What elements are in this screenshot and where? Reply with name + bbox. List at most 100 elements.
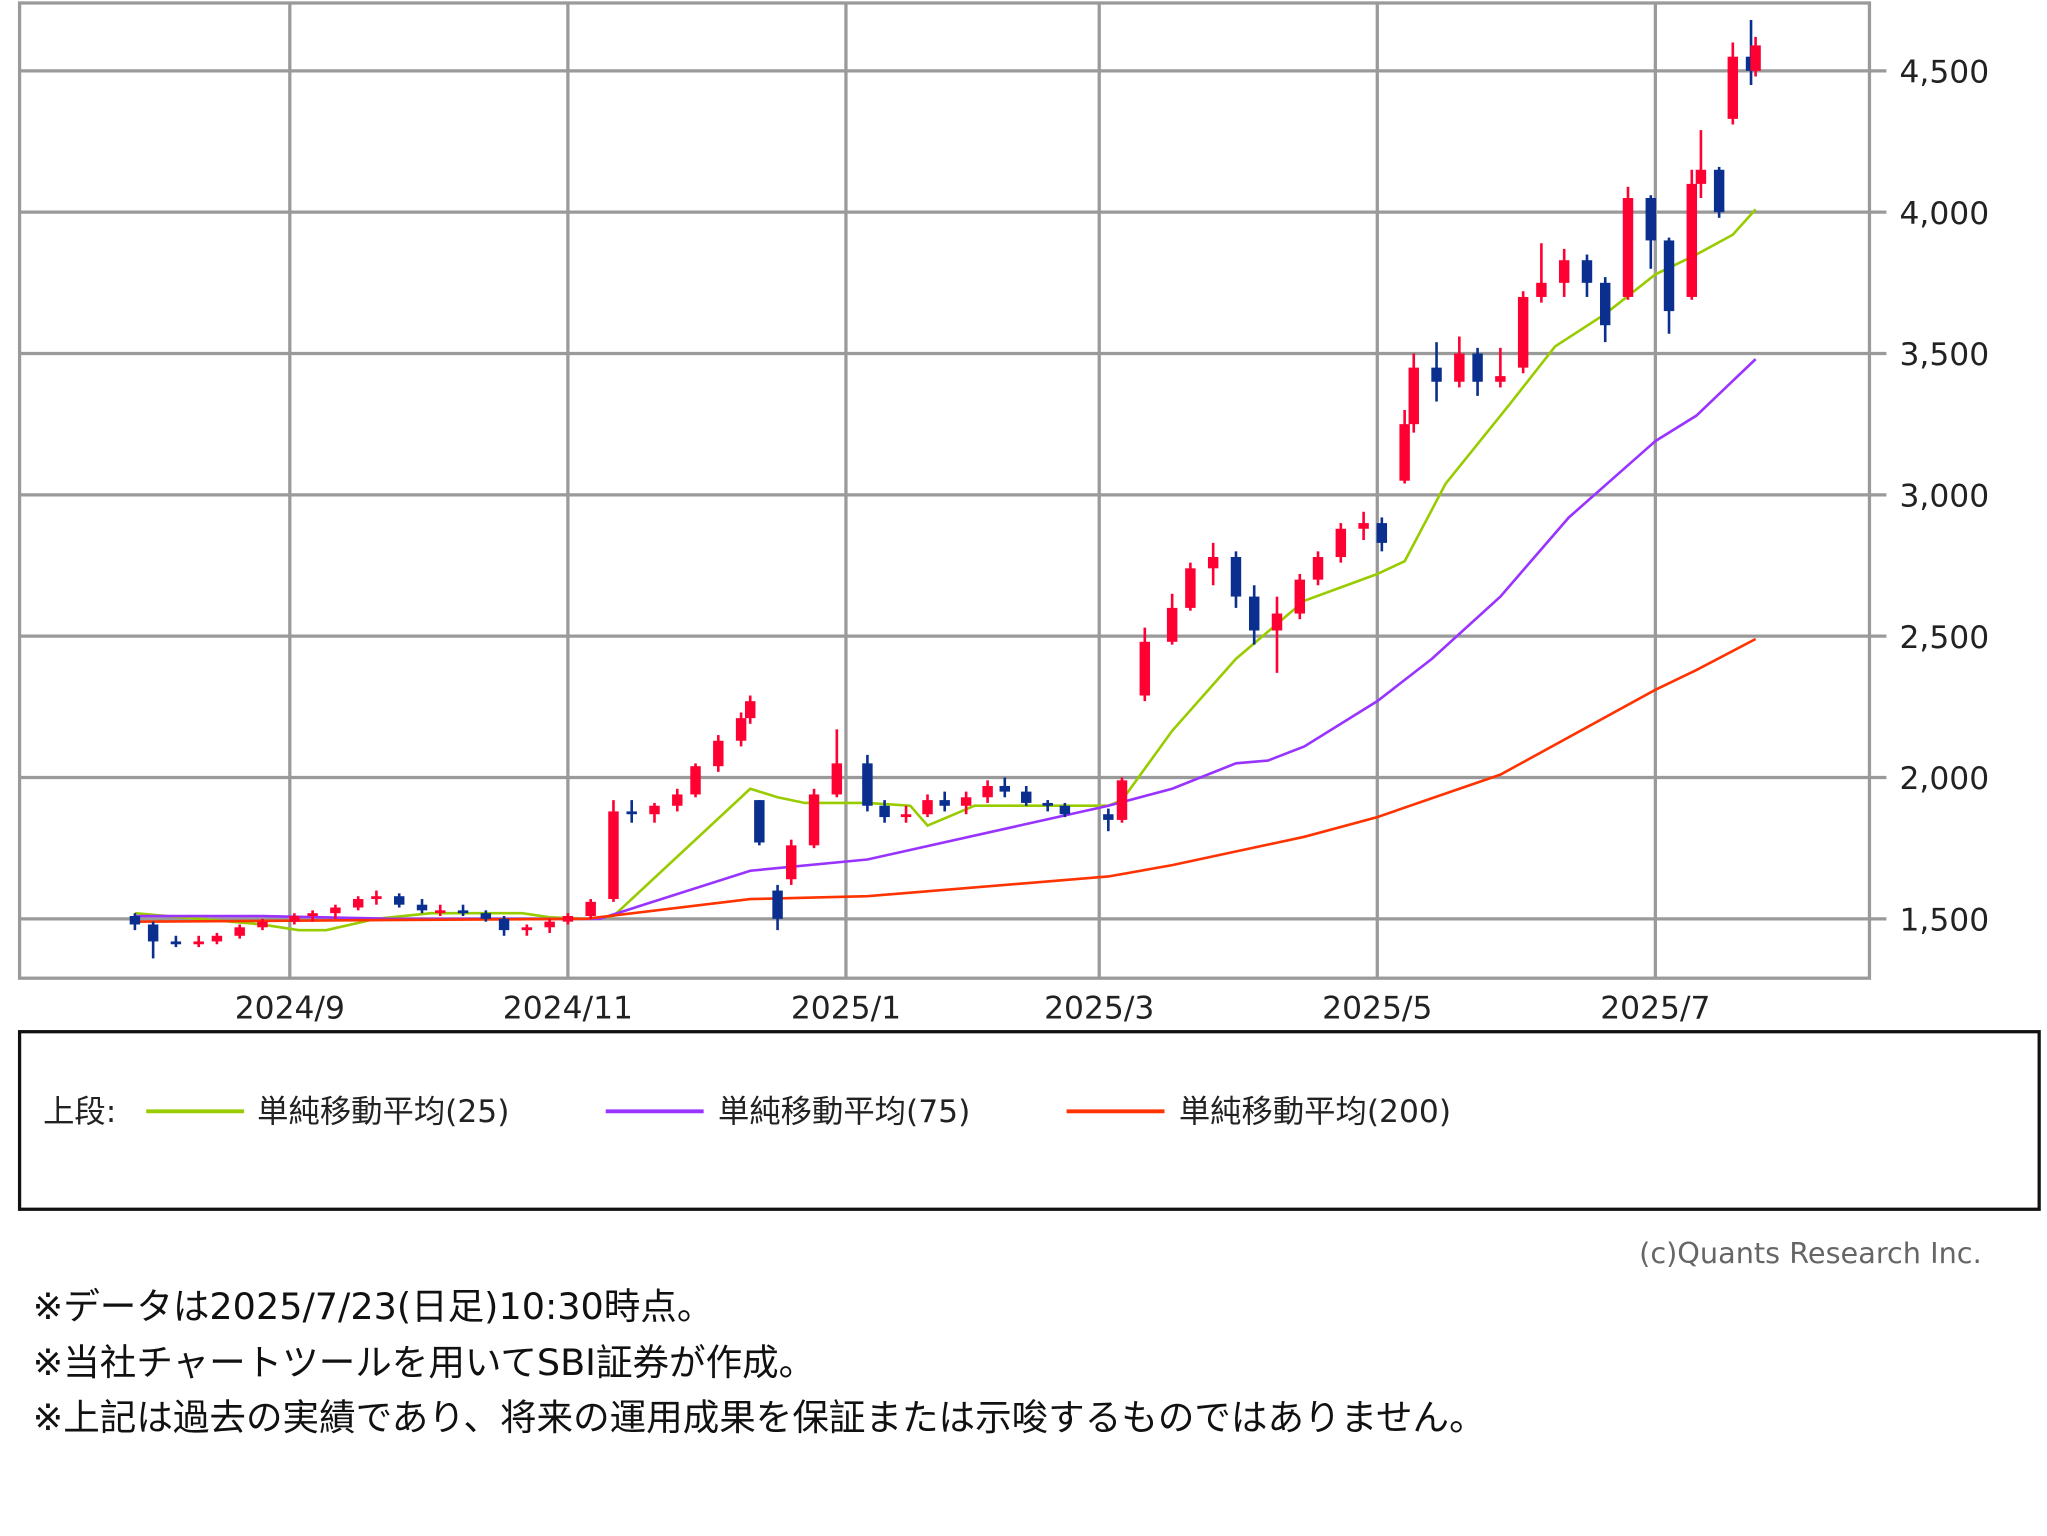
candle-body [1495, 376, 1506, 382]
x-tick-label: 2025/1 [791, 991, 901, 1027]
candle [1663, 237, 1675, 334]
x-tick-label: 2024/11 [503, 991, 633, 1027]
legend-label-ma200: 単純移動平均(200) [1179, 1094, 1451, 1130]
candle [1294, 573, 1306, 620]
candle-body [193, 941, 204, 945]
candle-body [562, 915, 574, 922]
candle [1248, 585, 1260, 645]
candle [521, 924, 533, 936]
candle-body [1139, 641, 1151, 696]
candle [1472, 347, 1483, 396]
candle-body [1599, 282, 1611, 326]
note-disclaimer: ※上記は過去の実績であり、将来の運用成果を保証または示唆するものではありません。 [33, 1396, 1486, 1439]
note-chart-tool: ※当社チャートツールを用いてSBI証券が作成。 [33, 1341, 816, 1384]
candle [649, 802, 660, 823]
candle-body [862, 763, 873, 806]
candle-body [1750, 45, 1761, 71]
candle-body [1103, 814, 1114, 820]
candle [982, 780, 993, 803]
candle-body [170, 941, 182, 945]
candle [498, 915, 510, 936]
candle [1727, 42, 1739, 125]
y-tick-label: 4,000 [1899, 196, 1989, 232]
candle-body [649, 805, 660, 815]
legend-label-ma75: 単純移動平均(75) [718, 1094, 970, 1130]
legend: 上段: 単純移動平均(25) 単純移動平均(75) 単純移動平均(200) [17, 1030, 2041, 1211]
candle-body [772, 890, 783, 919]
candle [257, 918, 268, 931]
candle [211, 932, 223, 945]
candle [1271, 596, 1283, 673]
candle [960, 791, 972, 815]
candle-body [1663, 240, 1675, 312]
candle [147, 921, 159, 959]
copyright: (c)Quants Research Inc. [1639, 1236, 1982, 1270]
candle-body [786, 845, 797, 880]
candle [1750, 36, 1761, 77]
candle [1495, 347, 1506, 388]
x-tick-label: 2024/9 [235, 991, 345, 1027]
candle-body [808, 794, 820, 846]
candle-body [754, 800, 765, 843]
candle [1713, 166, 1725, 218]
candle-body [1312, 557, 1324, 580]
candle [1558, 248, 1570, 297]
candle [1139, 627, 1151, 702]
candle [352, 896, 364, 911]
legend-box [17, 1030, 2041, 1211]
candle-body [147, 924, 159, 942]
candle-body [211, 935, 223, 942]
candle [1335, 523, 1347, 563]
candle [289, 913, 300, 925]
candle-body [1166, 607, 1178, 642]
candle [193, 935, 204, 948]
candle [900, 805, 912, 823]
candle [608, 800, 619, 902]
candle [435, 904, 446, 916]
y-axis: 1,500 2,000 2,500 3,000 3,500 4,000 4,500 [1899, 55, 1989, 939]
candle-body [626, 811, 637, 815]
candle [862, 754, 873, 812]
candle-body [457, 910, 469, 914]
ma-line-0 [134, 208, 1757, 932]
candle [672, 788, 683, 812]
candle [1376, 517, 1388, 552]
candle-body [900, 814, 912, 818]
candle [939, 791, 950, 812]
candle-body [879, 805, 890, 818]
candle-body [960, 797, 972, 806]
candle [393, 893, 405, 908]
candle [922, 794, 933, 818]
candle-body [330, 907, 341, 914]
candle-body [1376, 523, 1388, 543]
candle-body [672, 794, 683, 806]
candle-body [1185, 568, 1196, 608]
y-tick-label: 2,500 [1899, 620, 1989, 656]
candle-body [922, 800, 933, 815]
candle [1042, 800, 1053, 812]
candle-body [1727, 56, 1739, 119]
candle [745, 695, 756, 724]
candle-body [1454, 353, 1465, 382]
y-tick-label: 3,500 [1899, 337, 1989, 373]
candle [831, 729, 843, 798]
plot-frame [17, 1, 1872, 980]
candle-body [544, 921, 555, 928]
candle [754, 800, 765, 846]
candle-body [1695, 169, 1707, 184]
candle [1431, 342, 1442, 402]
candle-body [1399, 424, 1410, 481]
candle-body [1536, 282, 1547, 297]
candle-body [1713, 169, 1725, 213]
candle [544, 918, 555, 933]
candle [1517, 291, 1529, 374]
candle-body [521, 927, 533, 931]
candle [1645, 195, 1657, 269]
candle [1358, 511, 1369, 541]
candle-body [1645, 198, 1657, 241]
candle [457, 904, 469, 916]
candle-body [257, 921, 268, 928]
candle-body [1408, 367, 1419, 425]
candle-body [1116, 780, 1128, 820]
candle [735, 712, 747, 747]
